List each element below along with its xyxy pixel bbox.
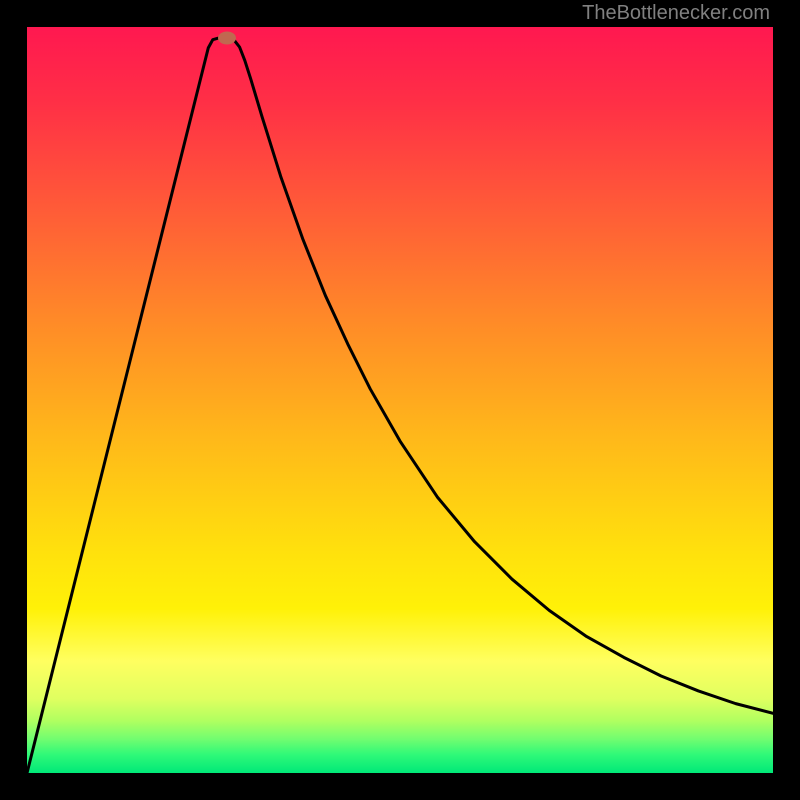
chart-container: TheBottlenecker.com (0, 0, 800, 800)
bottleneck-curve (27, 27, 773, 773)
watermark-text: TheBottlenecker.com (582, 2, 770, 25)
optimal-point-marker (218, 32, 236, 45)
plot-area (27, 27, 773, 773)
